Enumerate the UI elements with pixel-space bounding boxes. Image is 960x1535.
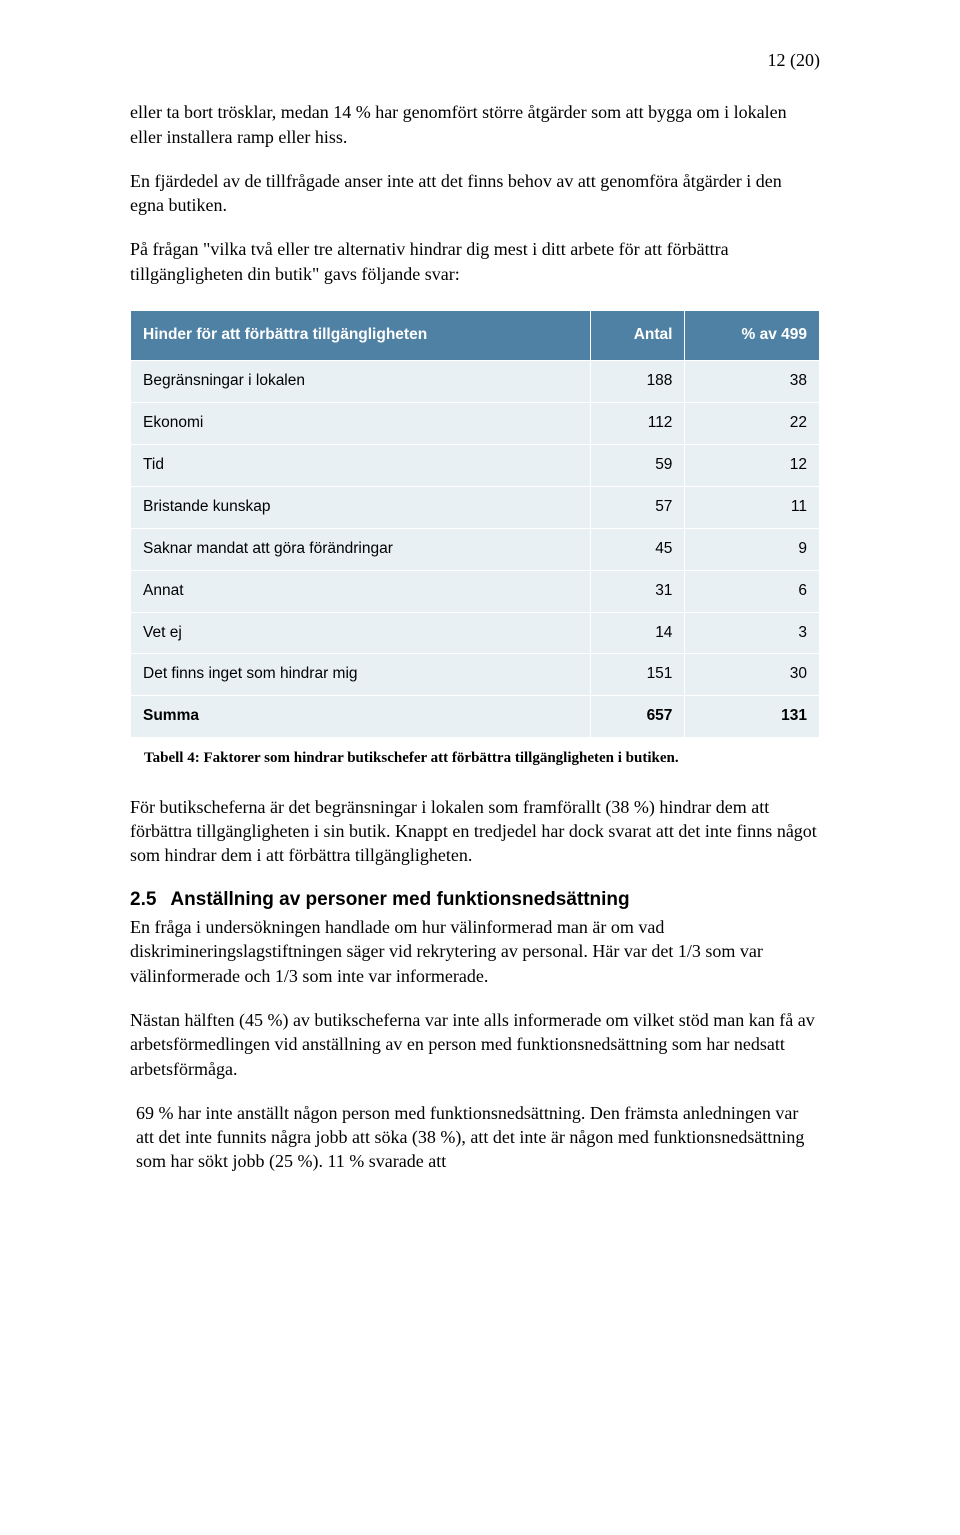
cell-antal: 57: [590, 486, 685, 528]
paragraph-3: På frågan "vilka två eller tre alternati…: [130, 237, 820, 286]
paragraph-7: 69 % har inte anställt någon person med …: [136, 1101, 820, 1174]
cell-pct: 30: [685, 654, 820, 696]
cell-label: Annat: [131, 570, 591, 612]
cell-pct: 22: [685, 402, 820, 444]
cell-antal: 14: [590, 612, 685, 654]
table-summary-row: Summa657131: [131, 696, 820, 738]
col-header-antal: Antal: [590, 311, 685, 361]
paragraph-6: Nästan hälften (45 %) av butikscheferna …: [130, 1008, 820, 1081]
cell-antal: 188: [590, 361, 685, 403]
table-row: Bristande kunskap5711: [131, 486, 820, 528]
cell-pct: 3: [685, 612, 820, 654]
cell-label: Ekonomi: [131, 402, 591, 444]
section-title: Anställning av personer med funktionsned…: [170, 889, 629, 910]
cell-antal: 151: [590, 654, 685, 696]
hinder-table: Hinder för att förbättra tillgänglighete…: [130, 310, 820, 738]
cell-pct: 131: [685, 696, 820, 738]
table-row: Begränsningar i lokalen18838: [131, 361, 820, 403]
cell-label: Summa: [131, 696, 591, 738]
cell-label: Bristande kunskap: [131, 486, 591, 528]
section-number: 2.5: [130, 889, 156, 910]
paragraph-4: För butikscheferna är det begränsningar …: [130, 795, 820, 868]
cell-antal: 45: [590, 528, 685, 570]
table-row: Annat316: [131, 570, 820, 612]
cell-label: Vet ej: [131, 612, 591, 654]
table-row: Saknar mandat att göra förändringar459: [131, 528, 820, 570]
table-row: Tid5912: [131, 444, 820, 486]
table-body: Begränsningar i lokalen18838Ekonomi11222…: [131, 361, 820, 738]
table-caption: Tabell 4: Faktorer som hindrar butiksche…: [144, 748, 820, 768]
col-header-pct: % av 499: [685, 311, 820, 361]
section-heading: 2.5 Anställning av personer med funktions…: [130, 887, 820, 913]
paragraph-5: En fråga i undersökningen handlade om hu…: [130, 915, 820, 988]
cell-label: Tid: [131, 444, 591, 486]
table-row: Ekonomi11222: [131, 402, 820, 444]
cell-antal: 31: [590, 570, 685, 612]
cell-antal: 657: [590, 696, 685, 738]
table-row: Det finns inget som hindrar mig15130: [131, 654, 820, 696]
table-header-row: Hinder för att förbättra tillgänglighete…: [131, 311, 820, 361]
cell-antal: 59: [590, 444, 685, 486]
col-header-label: Hinder för att förbättra tillgänglighete…: [131, 311, 591, 361]
cell-pct: 9: [685, 528, 820, 570]
cell-label: Begränsningar i lokalen: [131, 361, 591, 403]
table-row: Vet ej143: [131, 612, 820, 654]
cell-pct: 38: [685, 361, 820, 403]
paragraph-2: En fjärdedel av de tillfrågade anser int…: [130, 169, 820, 218]
cell-label: Saknar mandat att göra förändringar: [131, 528, 591, 570]
page-number: 12 (20): [130, 48, 820, 72]
cell-label: Det finns inget som hindrar mig: [131, 654, 591, 696]
cell-pct: 12: [685, 444, 820, 486]
cell-pct: 11: [685, 486, 820, 528]
paragraph-1: eller ta bort trösklar, medan 14 % har g…: [130, 100, 820, 149]
cell-pct: 6: [685, 570, 820, 612]
cell-antal: 112: [590, 402, 685, 444]
